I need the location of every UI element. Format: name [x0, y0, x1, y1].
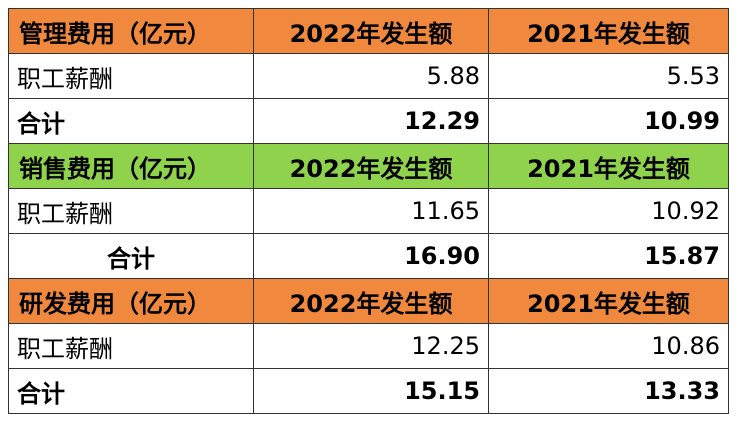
value-2021: 10.86: [488, 323, 729, 369]
rd-salary-row: 职工薪酬 12.25 10.86: [8, 323, 729, 369]
total-2021: 10.99: [488, 98, 729, 144]
rd-expense-header-row: 研发费用（亿元） 2022年发生额 2021年发生额: [8, 278, 729, 324]
value-2022: 5.88: [253, 53, 489, 99]
admin-total-row: 合计 12.29 10.99: [8, 98, 729, 144]
sales-expense-header-row: 销售费用（亿元） 2022年发生额 2021年发生额: [8, 143, 729, 189]
sales-salary-row: 职工薪酬 11.65 10.92: [8, 188, 729, 234]
total-label: 合计: [8, 98, 254, 144]
rd-expense-title: 研发费用（亿元）: [8, 278, 254, 324]
admin-expense-title: 管理费用（亿元）: [8, 8, 254, 54]
row-label: 职工薪酬: [8, 53, 254, 99]
total-label: 合计: [8, 368, 254, 414]
sales-expense-col-2021: 2021年发生额: [488, 143, 729, 189]
total-2021: 15.87: [488, 233, 729, 279]
total-2022: 16.90: [253, 233, 489, 279]
admin-expense-header-row: 管理费用（亿元） 2022年发生额 2021年发生额: [8, 8, 729, 54]
total-2021: 13.33: [488, 368, 729, 414]
rd-total-row: 合计 15.15 13.33: [8, 368, 729, 414]
expense-table: 管理费用（亿元） 2022年发生额 2021年发生额 职工薪酬 5.88 5.5…: [8, 8, 729, 414]
value-2021: 10.92: [488, 188, 729, 234]
sales-expense-col-2022: 2022年发生额: [253, 143, 489, 189]
admin-expense-col-2021: 2021年发生额: [488, 8, 729, 54]
rd-expense-col-2022: 2022年发生额: [253, 278, 489, 324]
rd-expense-col-2021: 2021年发生额: [488, 278, 729, 324]
value-2022: 12.25: [253, 323, 489, 369]
admin-expense-col-2022: 2022年发生额: [253, 8, 489, 54]
value-2022: 11.65: [253, 188, 489, 234]
total-2022: 12.29: [253, 98, 489, 144]
row-label: 职工薪酬: [8, 323, 254, 369]
value-2021: 5.53: [488, 53, 729, 99]
admin-salary-row: 职工薪酬 5.88 5.53: [8, 53, 729, 99]
row-label: 职工薪酬: [8, 188, 254, 234]
sales-expense-title: 销售费用（亿元）: [8, 143, 254, 189]
total-2022: 15.15: [253, 368, 489, 414]
total-label: 合计: [8, 233, 254, 279]
sales-total-row: 合计 16.90 15.87: [8, 233, 729, 279]
